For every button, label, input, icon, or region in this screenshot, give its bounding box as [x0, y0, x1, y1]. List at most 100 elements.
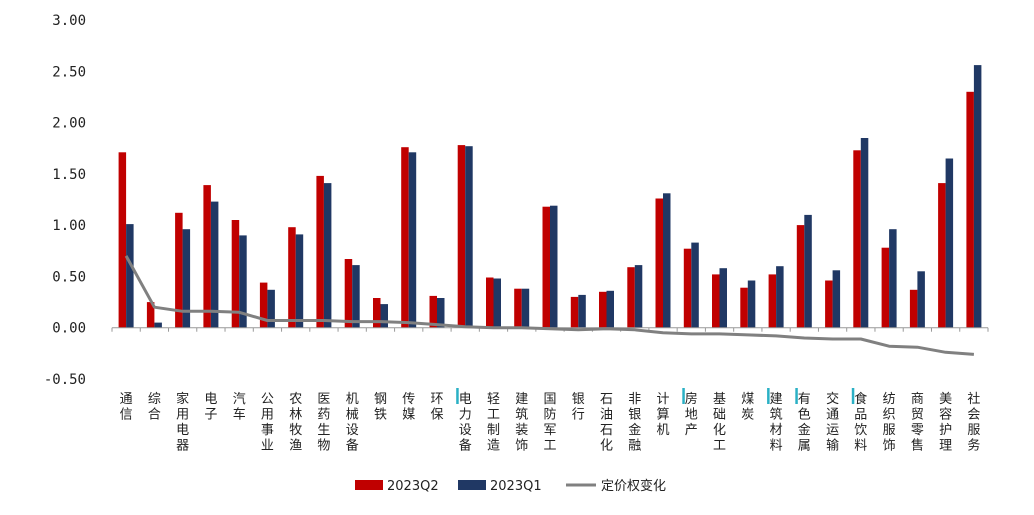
- bar-2023q2: [231, 220, 240, 328]
- highlight-marker: [795, 388, 798, 404]
- bar-2023q2: [316, 175, 324, 328]
- bar-2023q1: [239, 235, 247, 328]
- y-tick-label: 1.50: [52, 167, 86, 183]
- y-tick-label: 1.00: [52, 218, 86, 234]
- bar-2023q1: [437, 298, 445, 328]
- bar-2023q1: [295, 234, 304, 328]
- bar-2023q2: [457, 145, 466, 328]
- bar-2023q1: [210, 201, 219, 328]
- bar-2023q1: [352, 265, 360, 328]
- x-tick-label: 农林牧渔: [289, 392, 302, 454]
- y-tick-label: 3.00: [52, 13, 86, 29]
- x-tick-label: 银行: [572, 392, 585, 423]
- x-tick-label: 建筑装饰: [515, 392, 528, 454]
- bar-2023q2: [344, 259, 353, 328]
- x-tick-label: 机械设备: [346, 392, 359, 454]
- bar-2023q1: [550, 205, 558, 328]
- bar-2023q1: [182, 229, 191, 328]
- bar-2023q2: [655, 198, 663, 328]
- bar-2023q1: [154, 322, 162, 328]
- x-tick-label: 煤炭: [741, 392, 754, 423]
- highlight-marker: [851, 388, 855, 404]
- bar-2023q1: [634, 265, 643, 328]
- bar-2023q1: [719, 268, 727, 328]
- x-tick-label: 传媒: [402, 392, 415, 423]
- x-tick-label: 医药生物: [317, 392, 330, 454]
- x-tick-label: 房地产: [685, 391, 698, 438]
- highlight-marker: [682, 388, 685, 404]
- bar-2023q2: [825, 280, 833, 328]
- legend-label-pricing-power: 定价权变化: [601, 478, 666, 494]
- bar-2023q1: [776, 266, 784, 328]
- pricing-power-polyline: [124, 255, 975, 356]
- x-tick-label: 基础化工: [713, 392, 726, 454]
- x-tick-label: 通信: [120, 392, 133, 423]
- legend-swatch-2023q2: [355, 480, 383, 490]
- x-tick-label: 非银金融: [628, 392, 641, 454]
- bar-2023q1: [663, 193, 671, 328]
- x-tick-label: 纺织服饰: [883, 392, 896, 454]
- bars: [118, 65, 982, 328]
- bar-2023q2: [966, 91, 974, 328]
- x-tick-label: 综合: [148, 392, 161, 423]
- x-tick-label: 家用电器: [176, 391, 189, 454]
- x-tick-label: 社会服务: [967, 391, 980, 454]
- bar-2023q2: [768, 274, 777, 328]
- bar-2023q1: [804, 214, 812, 328]
- x-tick-label: 环保: [430, 392, 443, 423]
- bar-2023q2: [599, 291, 607, 328]
- x-tick-label: 电力设备: [459, 392, 472, 454]
- x-tick-label: 钢铁: [374, 392, 387, 423]
- bar-2023q1: [267, 289, 275, 328]
- bar-2023q1: [380, 304, 388, 328]
- y-tick-label: 0.00: [52, 321, 86, 337]
- x-tick-label: 轻工制造: [487, 392, 500, 454]
- bar-2023q2: [288, 227, 296, 328]
- bar-2023q1: [126, 224, 134, 328]
- x-tick-label: 电子: [204, 392, 217, 423]
- y-tick-label: -0.50: [44, 372, 86, 388]
- x-tick-label: 建筑材料: [770, 392, 783, 454]
- bar-2023q2: [938, 183, 946, 328]
- pricing-power-line: [124, 255, 975, 356]
- x-tick-label: 国防军工: [543, 392, 556, 454]
- legend: 2023Q2 2023Q1 定价权变化: [355, 478, 666, 494]
- bar-2023q2: [627, 267, 635, 328]
- bar-2023q1: [945, 158, 954, 328]
- x-tick-label: 汽车: [233, 392, 246, 423]
- x-tick-label: 公用事业: [261, 392, 274, 454]
- bar-2023q2: [401, 147, 409, 328]
- bar-2023q2: [542, 206, 550, 328]
- bar-2023q2: [712, 274, 720, 328]
- bar-2023q2: [203, 185, 211, 328]
- bar-2023q1: [691, 242, 699, 328]
- bar-2023q1: [408, 152, 417, 328]
- bar-2023q1: [747, 280, 756, 328]
- highlight-marker: [767, 388, 770, 404]
- bar-2023q2: [175, 212, 183, 328]
- bar-2023q2: [373, 298, 381, 328]
- y-tick-label: 2.00: [52, 116, 86, 132]
- x-tick-label: 有色金属: [798, 392, 811, 454]
- bar-2023q2: [909, 289, 918, 328]
- bar-2023q1: [323, 183, 332, 328]
- y-axis: 3.00 2.50 2.00 1.50 1.00 0.50 0.00 -0.50: [44, 13, 86, 388]
- bar-2023q1: [465, 146, 473, 328]
- bar-2023q1: [917, 271, 925, 328]
- bar-2023q1: [889, 229, 897, 328]
- legend-label-2023q2: 2023Q2: [387, 479, 439, 494]
- bar-2023q1: [832, 270, 841, 328]
- bar-2023q2: [881, 247, 890, 328]
- bar-2023q2: [429, 295, 437, 328]
- y-tick-label: 2.50: [52, 64, 86, 80]
- bar-2023q1: [860, 138, 869, 328]
- bar-2023q2: [146, 302, 155, 328]
- bar-2023q2: [486, 277, 494, 328]
- x-tick-label: 计算机: [656, 392, 669, 438]
- bar-2023q1: [493, 278, 501, 328]
- bar-2023q1: [606, 290, 614, 328]
- y-tick-label: 0.50: [52, 269, 86, 285]
- bar-2023q1: [973, 65, 982, 328]
- x-tick-label: 石油石化: [600, 392, 613, 454]
- bar-2023q1: [521, 288, 530, 328]
